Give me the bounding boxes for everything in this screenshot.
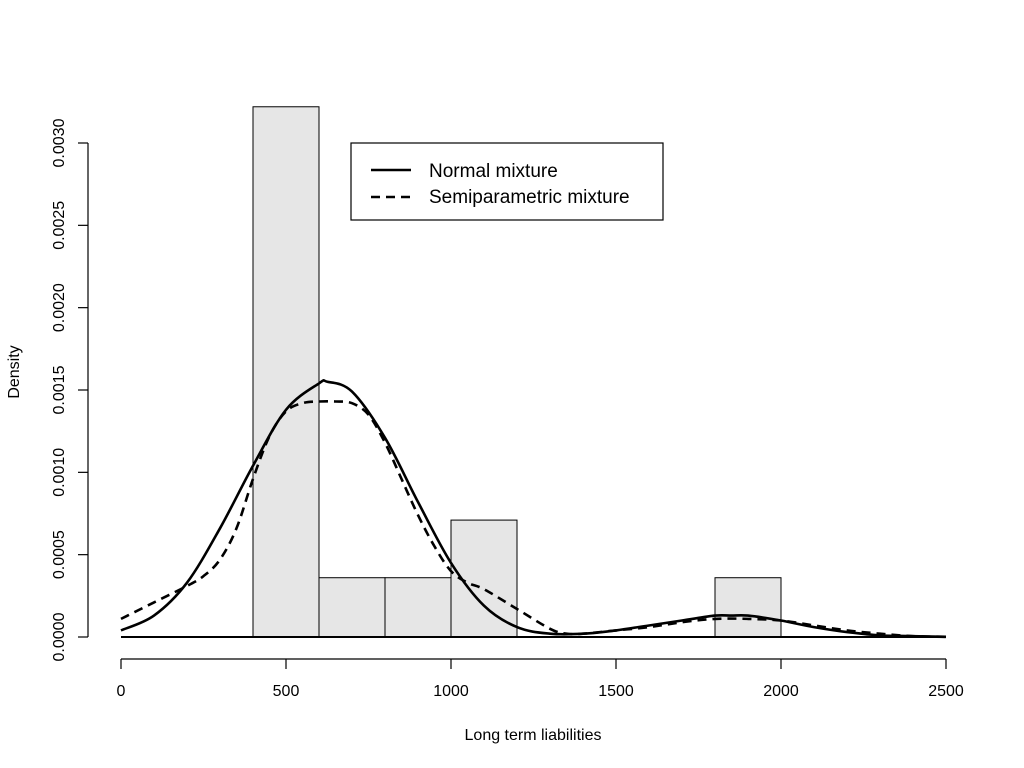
histogram-bar-2 [318, 577, 386, 638]
density-curves [120, 379, 947, 639]
histogram-bar-5 [714, 577, 782, 638]
x-axis: 0 500 1000 1500 2000 2500 [117, 658, 964, 700]
y-tick-label: 0.0010 [51, 448, 68, 497]
legend-label-semiparametric-mixture: Semiparametric mixture [429, 187, 630, 208]
x-tick-label: 2000 [763, 683, 799, 700]
x-tick-label: 1500 [598, 683, 634, 700]
y-tick-label: 0.0020 [51, 283, 68, 332]
y-tick-label: 0.0000 [51, 612, 68, 661]
x-tick-label: 0 [117, 683, 126, 700]
y-tick-label: 0.0025 [51, 201, 68, 250]
x-tick-label: 1000 [433, 683, 469, 700]
x-tick-label: 2500 [928, 683, 964, 700]
x-tick-label: 500 [273, 683, 300, 700]
histogram-bar-3 [384, 577, 452, 638]
legend-label-normal-mixture: Normal mixture [429, 161, 558, 182]
y-axis: 0.0000 0.0005 0.0010 0.0015 0.0020 0.0025 0.00… [51, 118, 89, 661]
y-tick-label: 0.0030 [51, 118, 68, 167]
histogram-bar-1 [252, 106, 320, 638]
y-tick-label: 0.0015 [51, 365, 68, 414]
y-tick-label: 0.0005 [51, 530, 68, 579]
semiparametric-mixture-curve [120, 400, 947, 639]
legend: Normal mixture Semiparametric mixture [350, 142, 664, 221]
x-axis-title: Long term liabilities [465, 727, 602, 744]
y-axis-title: Density [6, 345, 23, 398]
legend-box [350, 142, 664, 221]
